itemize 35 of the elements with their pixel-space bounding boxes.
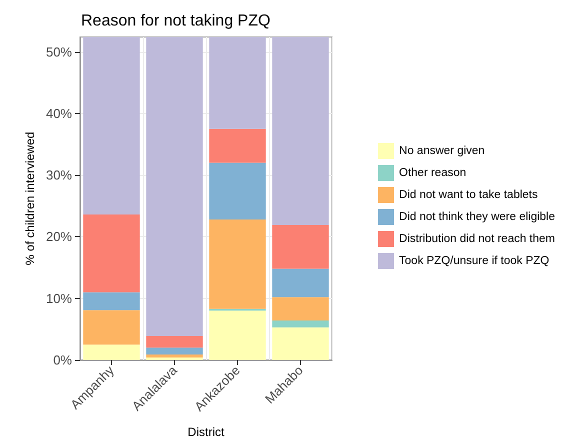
bar bbox=[272, 225, 329, 269]
bar bbox=[146, 336, 203, 348]
y-tick-label: 40% bbox=[46, 106, 72, 121]
legend-label: Did not think they were eligible bbox=[399, 211, 556, 223]
bar bbox=[209, 37, 266, 129]
x-axis-title: District bbox=[188, 425, 225, 439]
bar bbox=[83, 344, 140, 360]
bar bbox=[83, 292, 140, 310]
legend-label: Other reason bbox=[399, 167, 466, 179]
bar bbox=[146, 37, 203, 336]
bar bbox=[209, 310, 266, 360]
legend-label: Distribution did not reach them bbox=[399, 233, 555, 245]
legend-label: Did not want to take tablets bbox=[399, 189, 538, 201]
legend-label: Took PZQ/unsure if took PZQ bbox=[399, 255, 550, 267]
bar bbox=[209, 162, 266, 220]
y-tick-label: 20% bbox=[46, 229, 72, 244]
bar bbox=[209, 128, 266, 163]
bar bbox=[272, 297, 329, 321]
bar bbox=[83, 310, 140, 345]
bar bbox=[272, 320, 329, 328]
bar bbox=[83, 214, 140, 292]
bar bbox=[272, 37, 329, 226]
bar bbox=[83, 37, 140, 215]
y-axis-title: % of children interviewed bbox=[23, 132, 37, 266]
bar bbox=[146, 354, 203, 358]
bar bbox=[146, 348, 203, 354]
y-tick-label: 10% bbox=[46, 290, 72, 306]
y-tick-label: 30% bbox=[46, 168, 72, 183]
bar bbox=[272, 327, 329, 360]
y-tick-label: 50% bbox=[46, 44, 72, 60]
bar bbox=[272, 268, 329, 298]
chart-title: Reason for not taking PZQ bbox=[81, 12, 270, 30]
y-tick-label: 0% bbox=[53, 352, 72, 368]
bar bbox=[209, 219, 266, 309]
legend-label: No answer given bbox=[399, 145, 485, 157]
